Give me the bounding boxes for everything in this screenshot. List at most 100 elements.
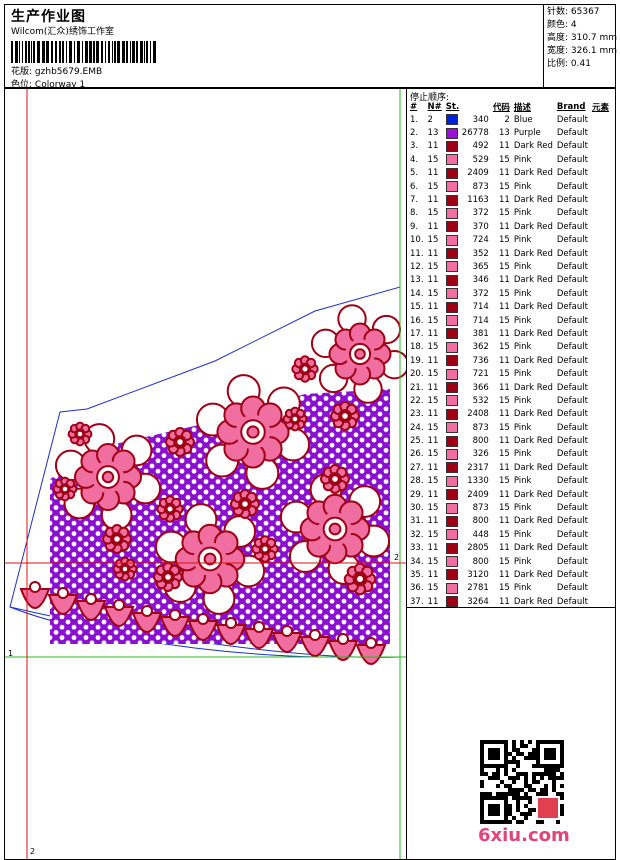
table-cell: Default xyxy=(556,342,588,353)
table-cell: Dark Red xyxy=(513,328,553,339)
table-cell xyxy=(590,193,611,206)
table-cell: 366 xyxy=(472,382,489,393)
table-cell: 11 xyxy=(427,275,439,286)
table-cell: 21. xyxy=(410,382,424,393)
color-swatch-icon xyxy=(445,569,458,581)
table-cell: 13 xyxy=(499,128,510,139)
table-cell: Dark Red xyxy=(513,462,553,473)
color-swatch-cell xyxy=(444,595,460,608)
table-cell: 370 xyxy=(472,221,489,232)
colorway-row: 色位: Colorway 1 xyxy=(11,80,85,91)
color-swatch-icon xyxy=(445,341,458,353)
table-cell: 11 xyxy=(427,569,439,580)
table-cell: Pink xyxy=(513,503,532,514)
color-swatch-cell xyxy=(444,582,460,595)
table-cell: 11 xyxy=(499,328,510,339)
color-swatch-icon xyxy=(445,234,458,246)
table-cell: 362 xyxy=(472,342,489,353)
table-cell: Dark Red xyxy=(513,569,553,580)
table-cell: 12. xyxy=(410,261,424,272)
table-cell: Default xyxy=(556,529,588,540)
table-cell: Default xyxy=(556,248,588,259)
table-cell: 34. xyxy=(410,556,424,567)
table-cell: 11 xyxy=(499,516,510,527)
table-cell: 873 xyxy=(472,503,489,514)
table-cell: 11 xyxy=(427,462,439,473)
column-header: N# xyxy=(427,102,442,112)
table-cell: 9. xyxy=(410,221,419,232)
table-cell xyxy=(590,341,611,354)
table-cell: 11 xyxy=(427,382,439,393)
table-cell: Default xyxy=(556,569,588,580)
table-cell: 15 xyxy=(499,181,510,192)
table-cell: Default xyxy=(556,369,588,380)
table-cell: 32. xyxy=(410,529,424,540)
table-cell: 15 xyxy=(499,422,510,433)
table-cell xyxy=(590,555,611,568)
color-swatch-icon xyxy=(445,368,458,380)
table-cell: Dark Red xyxy=(513,489,553,500)
color-swatch-cell xyxy=(444,394,460,407)
table-cell: 10. xyxy=(410,235,424,246)
table-cell xyxy=(590,528,611,541)
color-swatch-icon xyxy=(445,502,458,514)
table-cell: Dark Red xyxy=(513,596,553,607)
table-cell: 11 xyxy=(427,489,439,500)
table-cell: 22. xyxy=(410,395,424,406)
table-cell: Pink xyxy=(513,288,532,299)
table-cell: 714 xyxy=(472,315,489,326)
table-row: 10. 15 724 15 Pink Default xyxy=(408,234,611,247)
color-swatch-cell xyxy=(444,193,460,206)
color-swatch-icon xyxy=(445,194,458,206)
color-swatch-cell xyxy=(444,421,460,434)
table-cell: 33. xyxy=(410,543,424,554)
table-cell: 35. xyxy=(410,569,424,580)
table-cell: 11 xyxy=(499,462,510,473)
table-cell xyxy=(590,287,611,300)
table-cell xyxy=(590,367,611,380)
color-swatch-cell xyxy=(444,381,460,394)
color-swatch-cell xyxy=(444,180,460,193)
table-cell: 873 xyxy=(472,181,489,192)
table-row: 3. 11 492 11 Dark Red Default xyxy=(408,140,611,153)
table-cell: Blue xyxy=(513,114,533,125)
table-cell: 1. xyxy=(410,114,419,125)
color-swatch-icon xyxy=(445,489,458,501)
color-swatch-cell xyxy=(444,234,460,247)
table-cell: 15 xyxy=(427,476,439,487)
table-cell: Pink xyxy=(513,235,532,246)
table-cell: 15 xyxy=(427,583,439,594)
color-swatch-icon xyxy=(445,154,458,166)
table-cell: Pink xyxy=(513,422,532,433)
table-cell: 11 xyxy=(499,195,510,206)
table-cell: 13 xyxy=(427,128,439,139)
color-count: 颜色: 4 xyxy=(547,20,577,30)
table-cell: Dark Red xyxy=(513,302,553,313)
table-row: 20. 15 721 15 Pink Default xyxy=(408,367,611,380)
table-row: 21. 11 366 11 Dark Red Default xyxy=(408,381,611,394)
table-cell: 15. xyxy=(410,302,424,313)
table-cell: Dark Red xyxy=(513,543,553,554)
table-cell: 381 xyxy=(472,328,489,339)
table-cell: 15 xyxy=(427,556,439,567)
column-header: St. xyxy=(445,102,460,112)
color-swatch-icon xyxy=(445,301,458,313)
table-row: 22. 15 532 15 Pink Default xyxy=(408,394,611,407)
table-cell: 30. xyxy=(410,503,424,514)
table-row: 25. 11 800 11 Dark Red Default xyxy=(408,434,611,447)
table-cell xyxy=(590,568,611,581)
table-cell: Default xyxy=(556,261,588,272)
table-cell: 11 xyxy=(427,302,439,313)
table-row: 7. 11 1163 11 Dark Red Default xyxy=(408,193,611,206)
table-cell: 2408 xyxy=(467,409,489,420)
color-swatch-icon xyxy=(445,382,458,393)
table-cell: Dark Red xyxy=(513,275,553,286)
table-cell: 736 xyxy=(472,355,489,366)
table-cell: 15 xyxy=(427,261,439,272)
color-swatch-icon xyxy=(445,114,458,126)
table-cell: Purple xyxy=(513,128,541,139)
table-cell: Default xyxy=(556,583,588,594)
table-cell: Default xyxy=(556,275,588,286)
color-swatch-cell xyxy=(444,461,460,474)
site-logo: 6xiu.com xyxy=(478,825,570,846)
